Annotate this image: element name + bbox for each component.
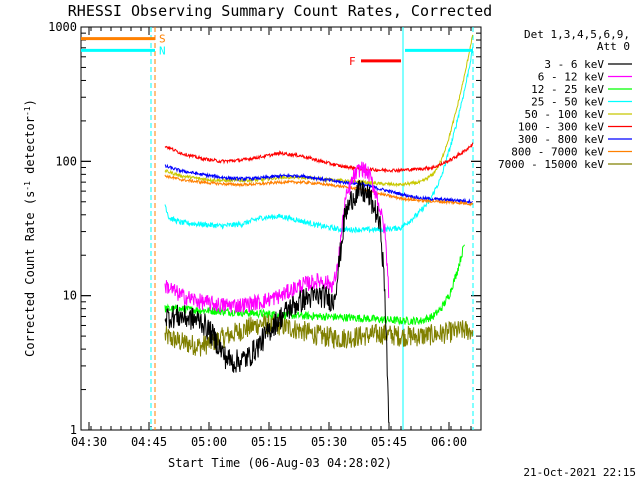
y-axis-label-sup1: -1	[23, 181, 32, 191]
x-axis-label: Start Time (06-Aug-03 04:28:02)	[168, 456, 392, 470]
x-tick-label: 04:30	[71, 435, 107, 449]
flag-label: F	[349, 55, 356, 68]
legend-label: 300 - 800 keV	[518, 133, 604, 146]
series-layer	[164, 34, 474, 423]
y-tick-label: 1000	[48, 20, 77, 34]
plot-area: SN F	[80, 26, 482, 431]
y-axis-label-part1: Corrected Count Rate (s	[23, 191, 37, 357]
y-axis-label-part3: )	[23, 99, 37, 106]
legend-label: 50 - 100 keV	[525, 108, 605, 121]
x-tick-labels: 04:30 04:45 05:00 05:15 05:30 05:45 06:00	[71, 435, 467, 449]
y-axis-label-part2: detector	[23, 116, 37, 181]
y-tick-labels: 1 10 100 1000	[48, 20, 77, 437]
legend-label: 7000 - 15000 keV	[498, 158, 604, 171]
series-line	[164, 174, 474, 207]
legend-label: 12 - 25 keV	[531, 83, 604, 96]
y-tick-label: 10	[63, 289, 77, 303]
y-tick-label: 100	[55, 154, 77, 168]
y-axis-label-sup2: -1	[23, 106, 32, 116]
legend-label: 6 - 12 keV	[538, 71, 605, 84]
timestamp: 21-Oct-2021 22:15	[523, 466, 636, 479]
y-tick-label: 1	[70, 423, 77, 437]
x-tick-label: 05:45	[371, 435, 407, 449]
series-line	[164, 244, 465, 326]
x-tick-label: 05:00	[191, 435, 227, 449]
series-line	[164, 142, 474, 174]
legend-label: 800 - 7000 keV	[511, 146, 604, 159]
legend-label: 100 - 300 keV	[518, 121, 604, 134]
legend-label: 3 - 6 keV	[544, 58, 604, 71]
series-line	[164, 312, 474, 357]
vertical-markers	[150, 27, 474, 430]
chart-title: RHESSI Observing Summary Count Rates, Co…	[68, 2, 492, 20]
flag-label: N	[159, 44, 166, 57]
series-line	[164, 161, 390, 313]
legend-header: Det 1,3,4,5,6,9,	[524, 28, 630, 41]
x-tick-label: 05:30	[311, 435, 347, 449]
legend-label: 25 - 50 keV	[531, 96, 604, 109]
x-tick-label: 05:15	[251, 435, 287, 449]
y-axis-label: Corrected Count Rate (s-1 detector-1)	[23, 99, 38, 357]
series-line	[164, 46, 474, 234]
x-tick-label: 04:45	[131, 435, 167, 449]
series-line	[164, 180, 390, 423]
legend-header: Att 0	[597, 40, 630, 53]
flag-label: S	[159, 33, 166, 46]
series-line	[164, 163, 473, 205]
x-tick-label: 06:00	[431, 435, 467, 449]
axis-ticks	[80, 26, 482, 431]
flag-bars: SN F	[81, 33, 473, 68]
